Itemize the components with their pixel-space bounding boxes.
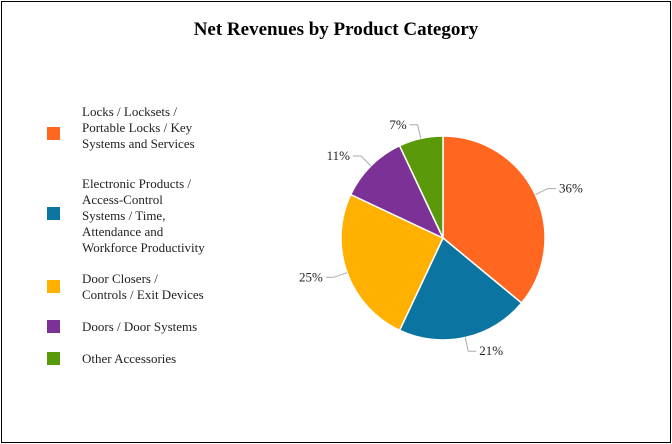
chart-title: Net Revenues by Product Category xyxy=(193,19,479,40)
pie-slice xyxy=(398,236,523,341)
leader-line xyxy=(409,124,422,139)
legend-label: Electronic Products / Access-Control Sys… xyxy=(82,176,205,255)
legend-swatch xyxy=(47,127,60,140)
pie-slice xyxy=(340,193,444,332)
leader-line xyxy=(535,188,556,196)
legend-item: Door Closers / Controls / Exit Devices xyxy=(47,271,204,302)
legend-swatch xyxy=(47,207,60,220)
legend-swatch xyxy=(47,320,60,333)
pie-slice xyxy=(349,144,445,240)
legend-label: Doors / Door Systems xyxy=(82,319,198,334)
pie-slice xyxy=(442,135,546,305)
leader-line xyxy=(464,337,477,352)
legend-item: Electronic Products / Access-Control Sys… xyxy=(47,176,205,255)
legend-label: Door Closers / Controls / Exit Devices xyxy=(82,271,204,302)
legend-swatch xyxy=(47,352,60,365)
leader-line xyxy=(352,155,372,167)
legend-label: Locks / Locksets / Portable Locks / Key … xyxy=(82,104,195,151)
leader-line xyxy=(325,272,348,278)
legend-item: Locks / Locksets / Portable Locks / Key … xyxy=(47,104,195,151)
pie-slice xyxy=(398,135,444,239)
data-label: 7% xyxy=(389,117,407,132)
legend-swatch xyxy=(47,280,60,293)
data-label: 11% xyxy=(327,148,351,163)
data-label: 25% xyxy=(299,269,323,284)
data-label: 36% xyxy=(559,181,583,196)
legend-item: Doors / Door Systems xyxy=(47,319,197,334)
legend-label: Other Accessories xyxy=(82,351,177,366)
data-label: 21% xyxy=(479,343,503,358)
legend-item: Other Accessories xyxy=(47,351,176,366)
